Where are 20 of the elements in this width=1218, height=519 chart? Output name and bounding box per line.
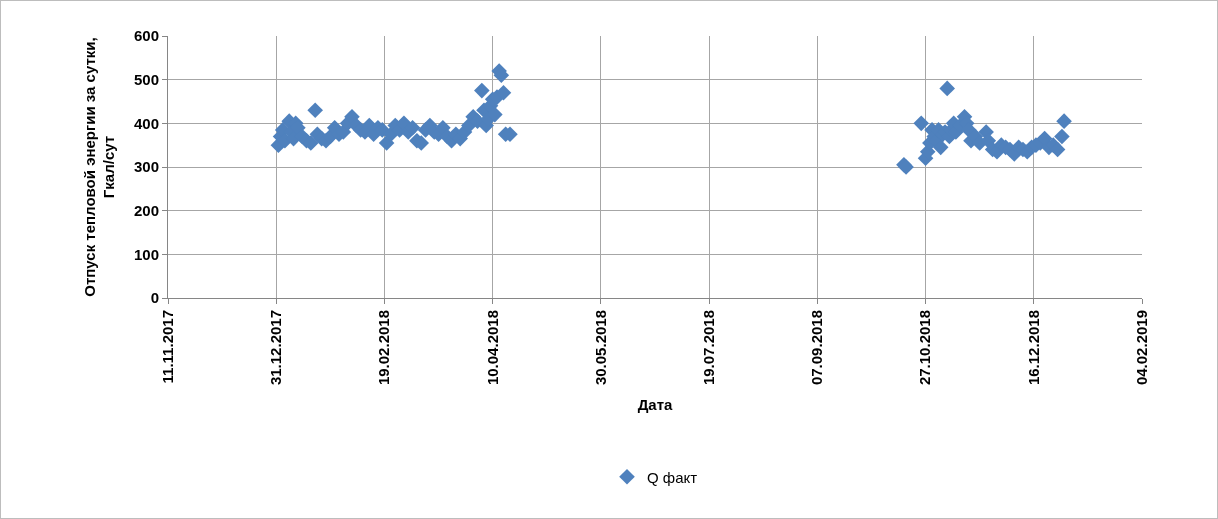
x-tick-label: 19.02.2018 bbox=[375, 310, 393, 386]
y-tick-label: 200 bbox=[133, 201, 159, 219]
x-tick-label: 19.07.2018 bbox=[699, 310, 717, 386]
legend-label: Q факт bbox=[647, 468, 698, 486]
x-tick-label: 27.10.2018 bbox=[916, 310, 934, 386]
x-tick-label: 16.12.2018 bbox=[1024, 310, 1042, 386]
y-axis-title: Отпуск тепловой энергии за сутки, Гкал/сут bbox=[80, 37, 118, 297]
x-tick-label: 07.09.2018 bbox=[808, 310, 826, 386]
x-tick-label: 10.04.2018 bbox=[483, 310, 501, 386]
y-tick-label: 300 bbox=[133, 158, 159, 176]
x-tick-label: 31.12.2017 bbox=[267, 310, 285, 386]
y-tick-label: 100 bbox=[133, 245, 159, 263]
y-tick-label: 600 bbox=[133, 27, 159, 45]
x-axis-title: Дата bbox=[637, 396, 674, 414]
x-tick-label: 04.02.2019 bbox=[1132, 310, 1150, 386]
x-tick-label: 30.05.2018 bbox=[591, 310, 609, 386]
y-tick-label: 0 bbox=[150, 289, 159, 307]
y-tick-label: 500 bbox=[133, 70, 159, 88]
y-tick-label: 400 bbox=[133, 114, 159, 132]
x-tick-label: 11.11.2017 bbox=[158, 310, 176, 384]
